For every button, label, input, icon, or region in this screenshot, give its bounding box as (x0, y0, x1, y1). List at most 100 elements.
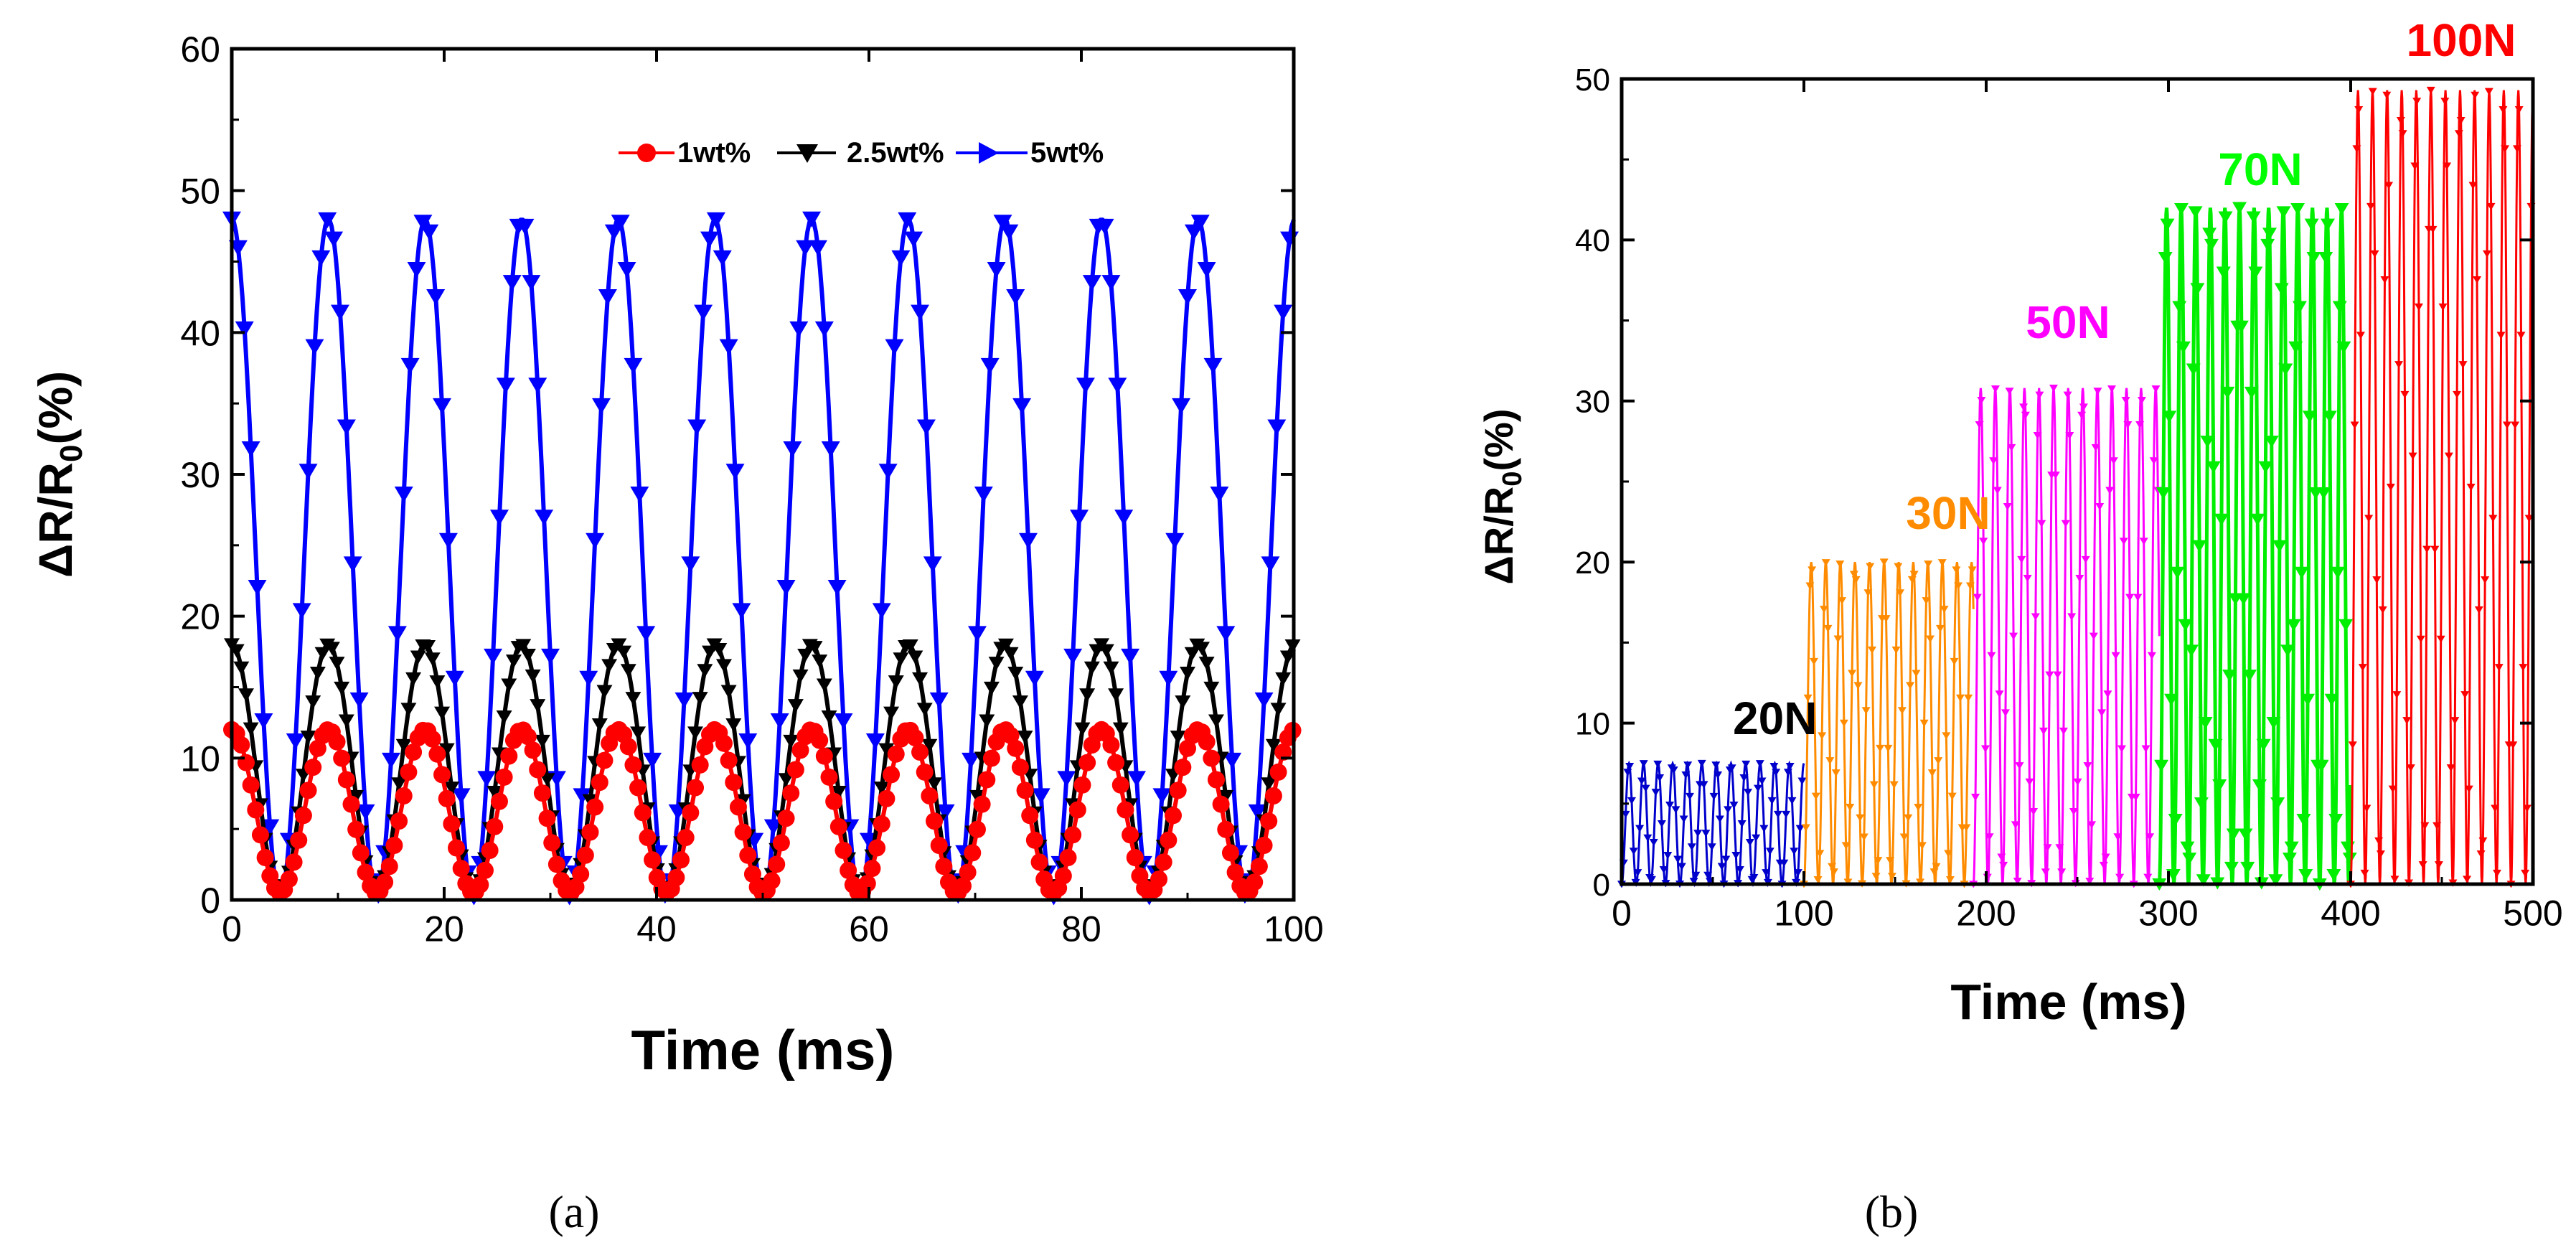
segment-marker-0-77 (1772, 769, 1781, 776)
marker-0-199 (1174, 759, 1192, 776)
marker-0-197 (1165, 807, 1183, 825)
marker-1-78 (596, 685, 613, 699)
segment-marker-2-76 (2121, 396, 2130, 405)
segment-marker-4-49 (2444, 452, 2453, 460)
segment-marker-2-21 (2011, 821, 2020, 829)
segment-marker-0-48 (1714, 771, 1723, 779)
marker-0-137 (878, 789, 896, 807)
segment-marker-0-69 (1755, 760, 1764, 768)
segment-marker-0-13 (1643, 834, 1653, 842)
segment-marker-1-11 (1821, 559, 1830, 567)
segment-marker-1-37 (1874, 857, 1883, 865)
segment-marker-2-50 (2069, 807, 2078, 816)
marker-0-14 (290, 831, 308, 849)
marker-0-139 (887, 745, 905, 763)
segment-marker-3-11 (2174, 202, 2189, 215)
marker-1-98 (692, 692, 708, 705)
marker-2-6 (260, 819, 280, 835)
segment-marker-0-88 (1793, 869, 1802, 877)
segment-marker-3-16 (2184, 644, 2199, 657)
panel-b-xtick-label-1: 100 (1774, 893, 1833, 934)
segment-marker-0-16 (1649, 839, 1658, 847)
marker-0-184 (1102, 736, 1120, 754)
marker-2-11 (292, 603, 311, 619)
marker-1-140 (893, 652, 909, 666)
marker-2-155 (1210, 487, 1229, 503)
marker-2-102 (872, 603, 891, 619)
marker-0-175 (1059, 849, 1077, 867)
segment-marker-2-63 (2095, 503, 2105, 511)
marker-1-219 (1270, 703, 1287, 717)
segment-marker-4-61 (2468, 182, 2478, 189)
marker-2-124 (1012, 398, 1032, 415)
marker-2-156 (1216, 626, 1236, 642)
marker-2-62 (617, 262, 636, 278)
marker-2-59 (598, 289, 617, 306)
segment-marker-2-20 (2009, 632, 2018, 640)
segment-marker-2-45 (2059, 727, 2068, 736)
marker-1-61 (515, 639, 532, 653)
segment-marker-2-11 (1990, 385, 2000, 393)
marker-2-89 (789, 321, 809, 337)
marker-2-72 (681, 556, 700, 573)
segment-marker-1-10 (1819, 606, 1828, 614)
marker-0-58 (500, 747, 518, 765)
segment-marker-4-84 (2514, 105, 2524, 114)
marker-1-137 (878, 743, 895, 757)
segment-marker-2-41 (2051, 471, 2060, 479)
marker-1-24 (338, 714, 354, 728)
marker-0-186 (1111, 776, 1129, 794)
marker-1-41 (420, 639, 436, 654)
marker-0-45 (438, 789, 456, 807)
marker-1-84 (625, 692, 641, 705)
segment-marker-0-27 (1671, 806, 1680, 814)
segment-marker-4-12 (2370, 250, 2379, 258)
marker-1-156 (969, 789, 985, 804)
marker-2-119 (980, 357, 1000, 374)
segment-marker-0-31 (1679, 815, 1688, 823)
marker-1-77 (591, 718, 608, 732)
marker-2-149 (1172, 398, 1191, 415)
marker-0-194 (1150, 870, 1168, 888)
segment-marker-4-69 (2484, 88, 2493, 95)
segment-marker-3-43 (2238, 828, 2253, 841)
segment-marker-4-8 (2362, 804, 2371, 812)
marker-0-165 (1011, 759, 1029, 776)
segment-marker-1-7 (1813, 876, 1823, 884)
marker-0-3 (237, 754, 255, 771)
marker-2-30 (413, 215, 433, 231)
panel-a-ytick-label-6: 60 (180, 29, 220, 70)
marker-0-135 (868, 839, 886, 857)
segment-marker-4-68 (2482, 250, 2491, 258)
marker-0-157 (973, 795, 991, 813)
segment-marker-4-24 (2394, 361, 2404, 369)
segment-marker-3-26 (2204, 238, 2219, 251)
marker-1-220 (1275, 672, 1292, 686)
marker-0-117 (782, 784, 800, 802)
segment-marker-0-68 (1753, 784, 1762, 792)
segment-marker-0-59 (1735, 866, 1744, 874)
segment-marker-2-2 (1973, 593, 1982, 601)
segment-marker-3-53 (2258, 461, 2273, 474)
marker-2-122 (1000, 224, 1019, 240)
marker-1-186 (1112, 722, 1129, 736)
marker-2-101 (865, 733, 885, 750)
segment-marker-1-70 (1940, 606, 1949, 614)
marker-2-141 (1121, 648, 1140, 665)
segment-marker-3-17 (2186, 363, 2201, 376)
segment-marker-0-17 (1651, 789, 1660, 797)
panel-a-ytick-label-0: 0 (200, 881, 220, 921)
segment-marker-0-84 (1785, 763, 1795, 771)
marker-1-138 (883, 706, 900, 721)
marker-2-31 (420, 224, 439, 240)
marker-0-136 (873, 815, 890, 833)
marker-2-35 (445, 670, 464, 687)
marker-0-54 (481, 842, 499, 860)
marker-2-157 (1223, 752, 1242, 769)
panel-a-xtick-label-0: 0 (222, 909, 242, 949)
segment-marker-3-86 (2324, 693, 2339, 706)
panel-a-xtick-label-3: 60 (849, 909, 889, 949)
segment-marker-1-66 (1932, 863, 1941, 870)
marker-2-151 (1184, 224, 1203, 240)
marker-0-95 (677, 829, 695, 847)
